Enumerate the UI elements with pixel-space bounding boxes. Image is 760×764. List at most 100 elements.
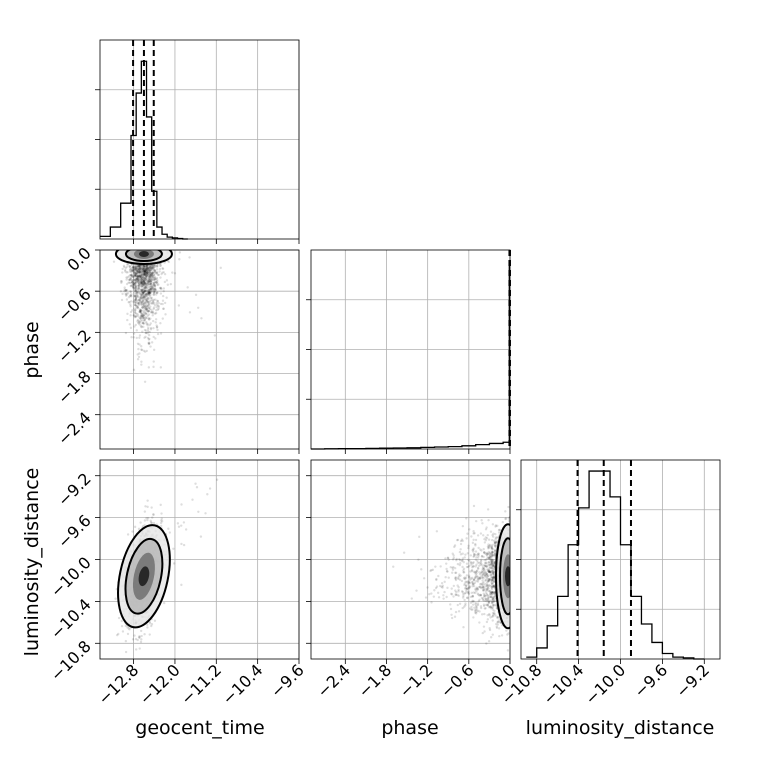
scatter-point <box>137 348 139 350</box>
scatter-point <box>144 313 146 315</box>
scatter-point <box>216 479 218 481</box>
scatter-point <box>123 286 125 288</box>
scatter-point <box>144 294 146 296</box>
scatter-point <box>195 294 197 296</box>
panel-luminosity-distance-vs-geocent-time: −12.8−12.0−11.2−10.4−9.6−10.8−10.4−10.0−… <box>47 460 308 708</box>
scatter-point <box>197 307 199 309</box>
scatter-point <box>206 493 208 495</box>
scatter-point <box>492 619 494 621</box>
scatter-point <box>133 300 135 302</box>
scatter-point <box>392 565 394 567</box>
scatter-point <box>142 272 144 274</box>
scatter-point <box>451 587 453 589</box>
scatter-point <box>485 528 487 530</box>
scatter-point <box>452 554 454 556</box>
scatter-point <box>486 581 488 583</box>
scatter-point <box>482 632 484 634</box>
scatter-point <box>480 519 482 521</box>
scatter-point <box>159 265 161 267</box>
scatter-point <box>149 267 151 269</box>
scatter-point <box>153 349 155 351</box>
scatter-point <box>156 271 158 273</box>
scatter-point <box>121 271 123 273</box>
scatter-point <box>209 487 211 489</box>
scatter-point <box>126 319 128 321</box>
scatter-point <box>149 633 151 635</box>
scatter-point <box>438 596 440 598</box>
scatter-point <box>168 261 170 263</box>
scatter-point <box>139 647 141 649</box>
scatter-point <box>143 291 145 293</box>
scatter-point <box>142 312 144 314</box>
scatter-point <box>151 516 153 518</box>
scatter-point <box>140 312 142 314</box>
scatter-point <box>152 320 154 322</box>
scatter-point <box>156 329 158 331</box>
scatter-point <box>150 327 152 329</box>
scatter-luminosity-distance-vs-phase <box>392 505 520 652</box>
scatter-luminosity-distance-vs-geocent-time <box>110 479 219 664</box>
scatter-point <box>134 304 136 306</box>
scatter-point <box>454 567 456 569</box>
scatter-point <box>496 627 498 629</box>
xtick-label-geocent-time: −12.8 <box>94 660 142 708</box>
scatter-point <box>152 513 154 515</box>
scatter-point <box>147 269 149 271</box>
scatter-point <box>157 302 159 304</box>
scatter-point <box>160 522 162 524</box>
scatter-point <box>183 521 185 523</box>
scatter-point <box>485 642 487 644</box>
scatter-point <box>197 511 199 513</box>
scatter-point <box>220 267 222 269</box>
scatter-point <box>491 544 493 546</box>
scatter-point <box>487 519 489 521</box>
scatter-point <box>139 299 141 301</box>
scatter-point <box>455 572 457 574</box>
scatter-point <box>154 298 156 300</box>
scatter-point <box>461 538 463 540</box>
scatter-point <box>185 528 187 530</box>
scatter-point <box>149 300 151 302</box>
scatter-point <box>446 587 448 589</box>
scatter-point <box>486 621 488 623</box>
scatter-point <box>446 570 448 572</box>
scatter-point <box>140 630 142 632</box>
scatter-point <box>125 332 127 334</box>
scatter-point <box>426 586 428 588</box>
scatter-point <box>139 271 141 273</box>
scatter-point <box>114 598 116 600</box>
scatter-point <box>149 317 151 319</box>
scatter-point <box>472 547 474 549</box>
scatter-point <box>156 281 158 283</box>
scatter-point <box>134 302 136 304</box>
scatter-point <box>457 563 459 565</box>
scatter-point <box>433 589 435 591</box>
scatter-point <box>444 576 446 578</box>
scatter-point <box>171 271 173 273</box>
scatter-point <box>121 293 123 295</box>
scatter-point <box>180 584 182 586</box>
scatter-point <box>144 519 146 521</box>
scatter-point <box>200 535 202 537</box>
scatter-point <box>155 312 157 314</box>
scatter-point <box>126 271 128 273</box>
panels: −2.4−1.8−1.2−0.60.0−12.8−12.0−11.2−10.4−… <box>47 40 720 708</box>
scatter-point <box>163 602 165 604</box>
scatter-point <box>145 316 147 318</box>
scatter-point <box>148 307 150 309</box>
scatter-point <box>146 305 148 307</box>
scatter-point <box>147 337 149 339</box>
scatter-point <box>140 302 142 304</box>
scatter-point <box>121 280 123 282</box>
scatter-point <box>136 329 138 331</box>
scatter-point <box>178 258 180 260</box>
scatter-point <box>148 313 150 315</box>
scatter-point <box>480 605 482 607</box>
scatter-point <box>457 539 459 541</box>
scatter-point <box>169 531 171 533</box>
scatter-point <box>474 576 476 578</box>
scatter-point <box>154 278 156 280</box>
scatter-point <box>153 294 155 296</box>
scatter-point <box>164 273 166 275</box>
